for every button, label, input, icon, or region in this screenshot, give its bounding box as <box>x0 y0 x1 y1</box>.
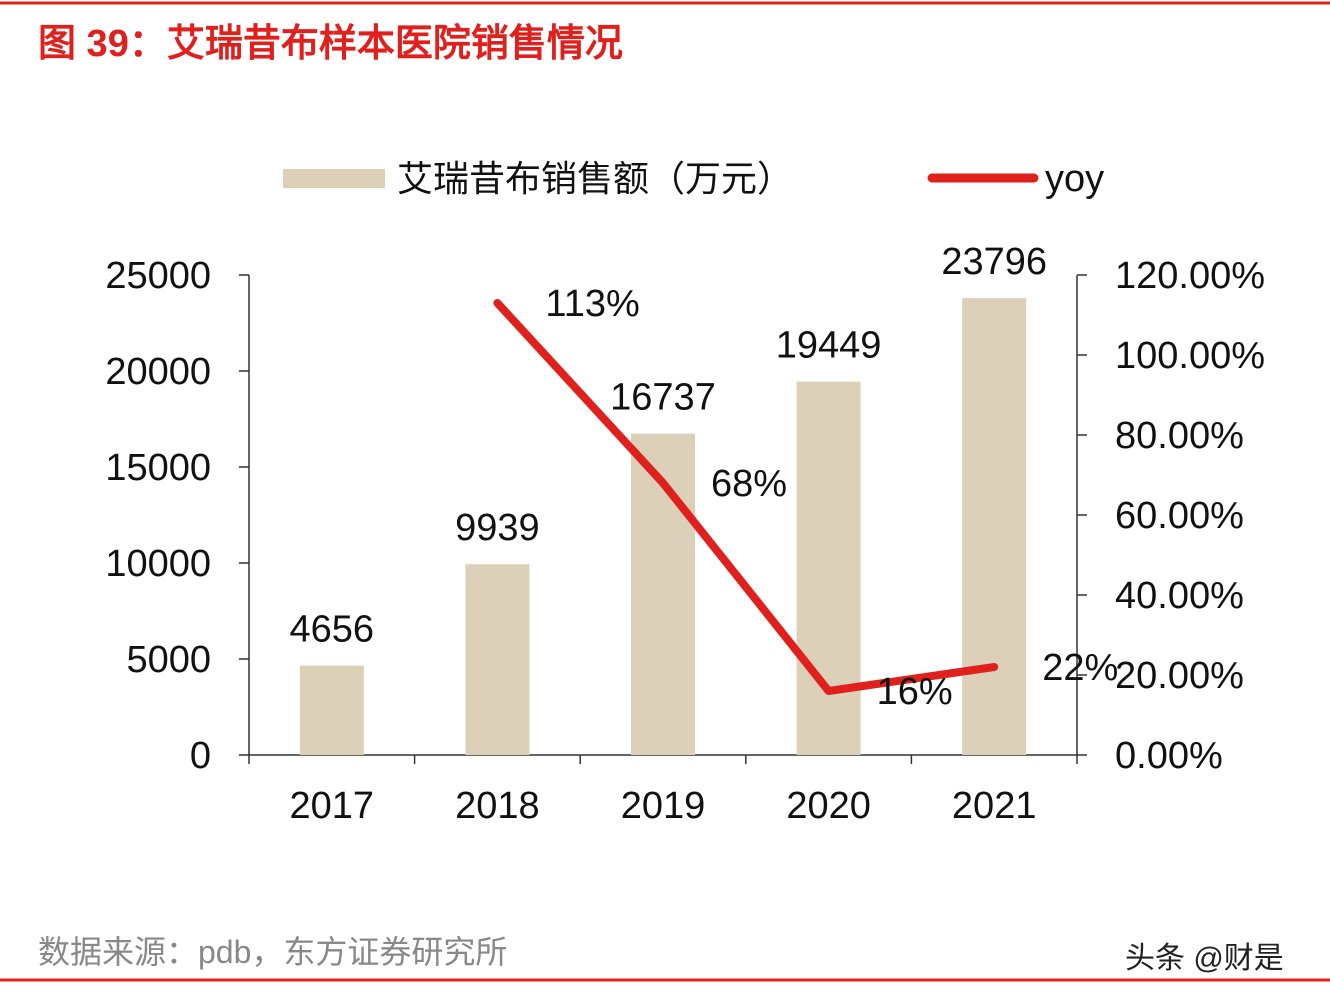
left-tick-label: 20000 <box>105 351 211 393</box>
yoy-value-label: 68% <box>711 463 787 505</box>
right-tick-label: 60.00% <box>1115 495 1244 537</box>
bar-value-label: 4656 <box>290 609 375 651</box>
right-tick-label: 80.00% <box>1115 415 1244 457</box>
bar-value-label: 19449 <box>776 325 882 367</box>
legend-bar-swatch <box>283 169 385 188</box>
bar-value-label: 9939 <box>455 507 540 549</box>
left-tick-label: 5000 <box>126 639 211 681</box>
x-tick-label: 2020 <box>786 785 871 827</box>
x-tick-label: 2019 <box>621 785 706 827</box>
bar-2020 <box>796 381 861 755</box>
yoy-value-label: 16% <box>877 671 953 713</box>
left-tick-label: 15000 <box>105 447 211 489</box>
yoy-polyline <box>493 299 999 695</box>
bar-2018 <box>465 564 530 755</box>
legend-bar-label: 艾瑞昔布销售额（万元） <box>397 158 793 199</box>
legend-line-label: yoy <box>1045 158 1104 200</box>
bar-value-label: 23796 <box>941 241 1047 283</box>
chart-title: 图 39：艾瑞昔布样本医院销售情况 <box>38 23 623 65</box>
watermark: 头条 @财是 <box>1125 942 1284 975</box>
x-tick-label: 2021 <box>952 785 1037 827</box>
yoy-line <box>493 299 999 695</box>
data-labels: 4656 9939 16737 19449 23796 113% 68% 16% 22% <box>290 241 1119 713</box>
right-tick-label: 0.00% <box>1115 735 1223 777</box>
bar-2017 <box>299 665 364 755</box>
bar-2021 <box>962 298 1027 755</box>
axes: 0 5000 10000 15000 20000 25000 0.00% 20.00% 40.0… <box>105 255 1265 827</box>
right-tick-label: 100.00% <box>1115 335 1265 377</box>
right-tick-label: 120.00% <box>1115 255 1265 297</box>
right-tick-label: 20.00% <box>1115 655 1244 697</box>
yoy-value-label: 22% <box>1042 647 1118 689</box>
left-tick-label: 25000 <box>105 255 211 297</box>
bar-value-label: 16737 <box>610 377 716 419</box>
left-tick-label: 10000 <box>105 543 211 585</box>
legend: 艾瑞昔布销售额（万元） yoy <box>283 158 1104 200</box>
source-note: 数据来源：pdb，东方证券研究所 <box>38 934 507 970</box>
x-tick-label: 2017 <box>290 785 375 827</box>
yoy-value-label: 113% <box>545 283 639 325</box>
x-tick-label: 2018 <box>455 785 540 827</box>
left-tick-label: 0 <box>190 735 211 777</box>
right-tick-label: 40.00% <box>1115 575 1244 617</box>
